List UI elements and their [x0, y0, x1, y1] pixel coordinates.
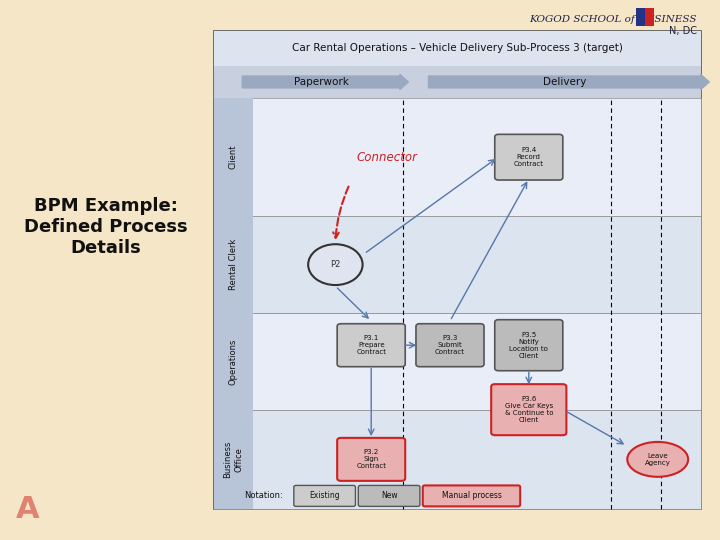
Text: Notation:: Notation: — [244, 491, 283, 500]
Text: P3.4
Record
Contract: P3.4 Record Contract — [514, 147, 544, 167]
FancyBboxPatch shape — [416, 323, 484, 367]
Text: BPM Example:
Defined Process
Details: BPM Example: Defined Process Details — [24, 197, 188, 257]
Text: Delivery: Delivery — [543, 77, 586, 87]
Text: A: A — [16, 495, 39, 524]
FancyBboxPatch shape — [337, 323, 405, 367]
FancyBboxPatch shape — [294, 485, 356, 507]
FancyBboxPatch shape — [636, 9, 654, 25]
Text: P3.5
Notify
Location to
Client: P3.5 Notify Location to Client — [509, 332, 548, 359]
FancyBboxPatch shape — [337, 438, 405, 481]
Text: Connector: Connector — [357, 151, 418, 164]
FancyBboxPatch shape — [214, 313, 701, 410]
FancyBboxPatch shape — [214, 410, 701, 509]
Text: P3.3
Submit
Contract: P3.3 Submit Contract — [435, 335, 465, 355]
FancyBboxPatch shape — [491, 384, 567, 435]
Text: KOGOD SCHOOL of BUSINESS: KOGOD SCHOOL of BUSINESS — [530, 15, 697, 24]
Ellipse shape — [627, 442, 688, 477]
FancyArrow shape — [428, 75, 709, 90]
Text: P2: P2 — [330, 260, 341, 269]
FancyBboxPatch shape — [214, 217, 701, 313]
Text: P3.6
Give Car Keys
& Continue to
Client: P3.6 Give Car Keys & Continue to Client — [505, 396, 553, 423]
Text: Operations: Operations — [229, 338, 238, 384]
FancyBboxPatch shape — [214, 217, 253, 313]
FancyBboxPatch shape — [214, 31, 701, 509]
FancyBboxPatch shape — [214, 410, 253, 509]
Text: New: New — [381, 491, 397, 500]
Text: Client: Client — [229, 145, 238, 170]
FancyBboxPatch shape — [214, 98, 253, 217]
FancyBboxPatch shape — [214, 66, 701, 98]
FancyBboxPatch shape — [359, 485, 420, 507]
Text: P3.1
Prepare
Contract: P3.1 Prepare Contract — [356, 335, 386, 355]
Text: Existing: Existing — [310, 491, 340, 500]
FancyBboxPatch shape — [495, 320, 563, 371]
Text: Manual process: Manual process — [441, 491, 501, 500]
FancyBboxPatch shape — [636, 9, 645, 25]
Text: N, DC: N, DC — [669, 25, 697, 36]
Text: P3.2
Sign
Contract: P3.2 Sign Contract — [356, 449, 386, 469]
Text: Car Rental Operations – Vehicle Delivery Sub-Process 3 (target): Car Rental Operations – Vehicle Delivery… — [292, 43, 623, 53]
Text: Paperwork: Paperwork — [294, 77, 348, 87]
Text: Rental Clerk: Rental Clerk — [229, 239, 238, 291]
Text: Business
Office: Business Office — [224, 441, 243, 478]
FancyArrow shape — [242, 75, 408, 90]
FancyBboxPatch shape — [423, 485, 520, 507]
FancyBboxPatch shape — [214, 98, 701, 217]
Circle shape — [308, 244, 363, 285]
FancyBboxPatch shape — [214, 31, 701, 66]
Text: Leave
Agency: Leave Agency — [645, 453, 670, 466]
FancyBboxPatch shape — [495, 134, 563, 180]
FancyBboxPatch shape — [214, 313, 253, 410]
